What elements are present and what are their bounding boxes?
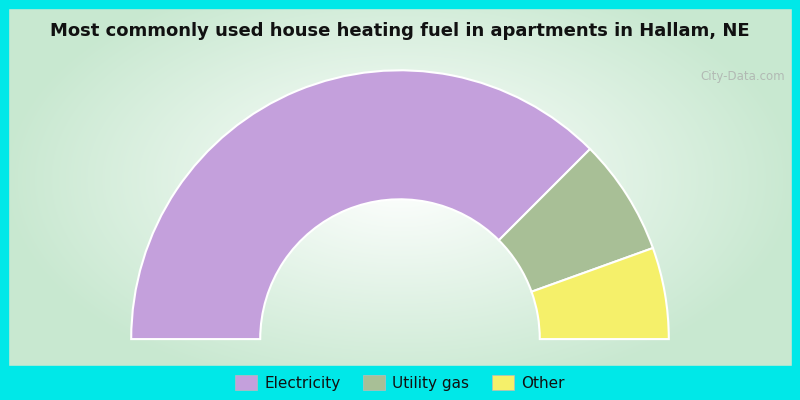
- Text: City-Data.com: City-Data.com: [700, 70, 785, 83]
- Wedge shape: [499, 149, 653, 292]
- Legend: Electricity, Utility gas, Other: Electricity, Utility gas, Other: [229, 369, 571, 397]
- Text: Most commonly used house heating fuel in apartments in Hallam, NE: Most commonly used house heating fuel in…: [50, 22, 750, 40]
- Wedge shape: [531, 248, 669, 339]
- Wedge shape: [131, 70, 590, 339]
